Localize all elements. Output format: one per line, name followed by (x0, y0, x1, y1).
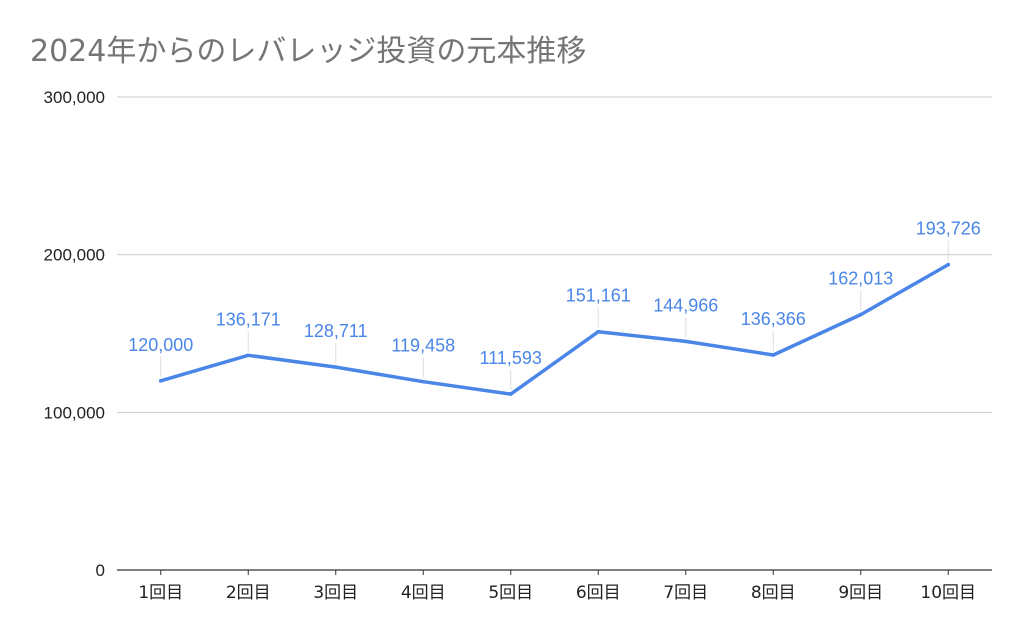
y-tick-label: 0 (96, 561, 105, 580)
x-tick-label: 10回目 (920, 583, 976, 603)
x-tick-label: 1回目 (138, 583, 183, 603)
data-point (858, 312, 863, 317)
data-point (683, 339, 688, 344)
data-point (333, 365, 338, 369)
series-line (159, 262, 951, 396)
data-label: 193,726 (916, 219, 981, 239)
data-label: 151,161 (566, 286, 631, 306)
data-label: 120,000 (128, 335, 193, 355)
x-tick-label: 4回目 (401, 583, 446, 603)
data-point (508, 392, 513, 396)
chart-title: 2024年からのレバレッジ投資の元本推移 (30, 34, 587, 69)
y-tick-label: 200,000 (44, 246, 105, 265)
gridlines (117, 96, 992, 413)
y-tick-label: 300,000 (44, 88, 105, 107)
data-label: 128,711 (304, 321, 368, 341)
axes: 0 100,000 200,000 300,000 1回目 2回目 3回目 4回目 5回目 6回目… (44, 88, 992, 603)
data-point (596, 329, 601, 334)
x-tick-label: 9回目 (838, 583, 883, 603)
data-label: 162,013 (828, 269, 893, 289)
x-tick-label: 2回目 (226, 583, 271, 603)
x-tick-label: 5回目 (488, 583, 533, 603)
x-tick-label: 6回目 (576, 583, 621, 603)
data-label-leaders (160, 240, 949, 391)
data-label: 144,966 (653, 295, 718, 315)
data-label: 136,171 (216, 309, 281, 329)
x-tick-label: 3回目 (313, 583, 358, 603)
series-layer (158, 262, 951, 396)
data-label: 136,366 (741, 309, 806, 329)
data-label: 111,593 (480, 348, 542, 368)
y-tick-label: 100,000 (44, 403, 105, 422)
data-point (246, 353, 251, 358)
data-point (946, 262, 951, 267)
data-label: 119,458 (391, 336, 455, 356)
data-labels: 120,000 136,171 128,711 119,458 111,593 151,1… (128, 219, 981, 368)
data-point (158, 379, 163, 383)
data-point (421, 379, 426, 384)
x-tick-label: 8回目 (751, 583, 796, 603)
x-tick-label: 7回目 (663, 583, 708, 603)
data-point (771, 353, 776, 357)
